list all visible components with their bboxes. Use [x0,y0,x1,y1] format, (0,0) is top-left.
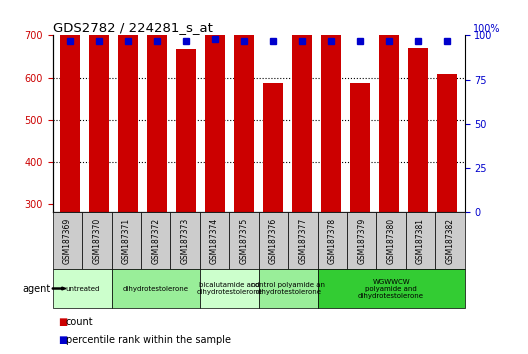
Bar [408,166,428,330]
Bar [292,132,313,330]
Text: ■: ■ [58,335,68,345]
Text: GSM187372: GSM187372 [151,218,161,264]
Bar [176,49,196,212]
Text: GSM187378: GSM187378 [328,218,337,264]
Bar [60,22,80,212]
Bar [263,83,284,212]
Text: percentile rank within the sample: percentile rank within the sample [66,335,231,345]
Text: GSM187382: GSM187382 [446,218,455,264]
Bar [379,149,399,330]
Text: GSM187369: GSM187369 [63,218,72,264]
Bar [321,0,342,212]
Text: untreated: untreated [65,286,99,291]
Text: ■: ■ [58,317,68,327]
Bar [379,31,399,212]
Text: GSM187377: GSM187377 [298,218,307,264]
Text: control polyamide an
dihydrotestolerone: control polyamide an dihydrotestolerone [251,282,325,295]
Text: GSM187376: GSM187376 [269,218,278,264]
Text: GSM187373: GSM187373 [181,218,190,264]
Bar [176,167,196,330]
Bar [205,47,225,330]
Text: GSM187375: GSM187375 [240,218,249,264]
Text: dihydrotestolerone: dihydrotestolerone [123,286,189,291]
Bar [118,13,138,212]
Bar [234,70,254,330]
Text: GSM187381: GSM187381 [416,218,425,264]
Bar [147,0,167,212]
Bar [408,48,428,212]
Bar [350,201,370,330]
Bar [118,131,138,330]
Bar [292,14,313,212]
Text: GSM187371: GSM187371 [122,218,131,264]
Bar [60,140,80,330]
Bar [147,104,167,330]
Text: GDS2782 / 224281_s_at: GDS2782 / 224281_s_at [53,21,213,34]
Text: 100%: 100% [473,24,501,34]
Text: WGWWCW
polyamide and
dihydrotestolerone: WGWWCW polyamide and dihydrotestolerone [358,279,424,298]
Text: agent: agent [22,284,50,293]
Bar [89,146,109,330]
Text: GSM187370: GSM187370 [92,218,101,264]
Text: bicalutamide and
dihydrotestolerone: bicalutamide and dihydrotestolerone [196,282,262,295]
Bar [234,0,254,212]
Bar [263,201,284,330]
Text: GSM187374: GSM187374 [210,218,219,264]
Bar [437,74,457,212]
Bar [321,105,342,330]
Text: GSM187379: GSM187379 [357,218,366,264]
Bar [350,83,370,212]
Text: GSM187380: GSM187380 [386,218,395,264]
Text: count: count [66,317,93,327]
Bar [437,192,457,330]
Bar [205,0,225,212]
Bar [89,28,109,212]
